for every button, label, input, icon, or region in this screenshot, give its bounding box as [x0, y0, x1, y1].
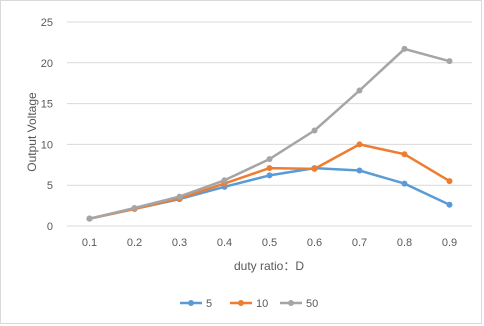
x-tick-label: 0.4 — [217, 237, 232, 249]
data-point-10-0.5 — [266, 165, 273, 172]
data-point-50-0.2 — [131, 205, 138, 212]
data-point-50-0.5 — [266, 156, 273, 163]
x-tick-label: 0.6 — [307, 237, 322, 249]
series-50 — [86, 45, 453, 222]
x-tick-label: 0.3 — [172, 237, 187, 249]
x-tick-label: 0.7 — [352, 237, 367, 249]
legend-marker — [238, 300, 244, 306]
data-point-50-0.9 — [446, 58, 453, 65]
legend-label: 50 — [306, 298, 318, 310]
x-tick-label: 0.5 — [262, 237, 277, 249]
x-tick-label: 0.2 — [127, 237, 142, 249]
data-point-5-0.8 — [401, 180, 408, 187]
y-axis-tick-labels: 0 5 10 15 20 25 — [41, 17, 53, 233]
data-point-50-0.3 — [176, 193, 183, 200]
y-tick-label: 25 — [41, 17, 53, 29]
x-tick-label: 0.1 — [82, 237, 97, 249]
legend-marker — [188, 300, 194, 306]
x-tick-label: 0.8 — [397, 237, 412, 249]
data-point-10-0.9 — [446, 178, 453, 185]
legend-label: 10 — [256, 298, 268, 310]
data-point-5-0.7 — [356, 167, 363, 174]
data-point-10-0.6 — [311, 165, 318, 172]
series-5 — [86, 165, 453, 222]
legend-item-5: 5 — [180, 298, 212, 310]
y-tick-label: 20 — [41, 58, 53, 70]
y-tick-label: 15 — [41, 99, 53, 111]
gridlines — [67, 21, 472, 227]
data-point-50-0.6 — [311, 127, 318, 134]
data-point-5-0.9 — [446, 201, 453, 208]
x-tick-label: 0.9 — [442, 237, 457, 249]
series-lines — [86, 45, 453, 222]
legend-label: 5 — [206, 298, 212, 310]
data-point-10-0.8 — [401, 151, 408, 158]
y-tick-label: 0 — [47, 221, 53, 233]
y-axis-title: Output Voltage — [25, 92, 39, 172]
y-tick-label: 10 — [41, 139, 53, 151]
legend-marker — [288, 300, 294, 306]
data-point-50-0.1 — [86, 215, 93, 222]
data-point-5-0.5 — [266, 172, 273, 179]
legend: 5 10 50 — [180, 298, 318, 310]
series-line-50 — [88, 47, 451, 220]
data-point-10-0.7 — [356, 141, 363, 148]
legend-item-10: 10 — [230, 298, 268, 310]
data-point-50-0.8 — [401, 45, 408, 52]
y-tick-label: 5 — [47, 180, 53, 192]
data-point-50-0.7 — [356, 87, 363, 94]
x-axis-tick-labels: 0.1 0.2 0.3 0.4 0.5 0.6 0.7 0.8 0.9 — [82, 237, 457, 249]
legend-item-50: 50 — [280, 298, 318, 310]
x-axis-title: duty ratio：D — [234, 259, 304, 273]
data-point-50-0.4 — [221, 177, 228, 184]
